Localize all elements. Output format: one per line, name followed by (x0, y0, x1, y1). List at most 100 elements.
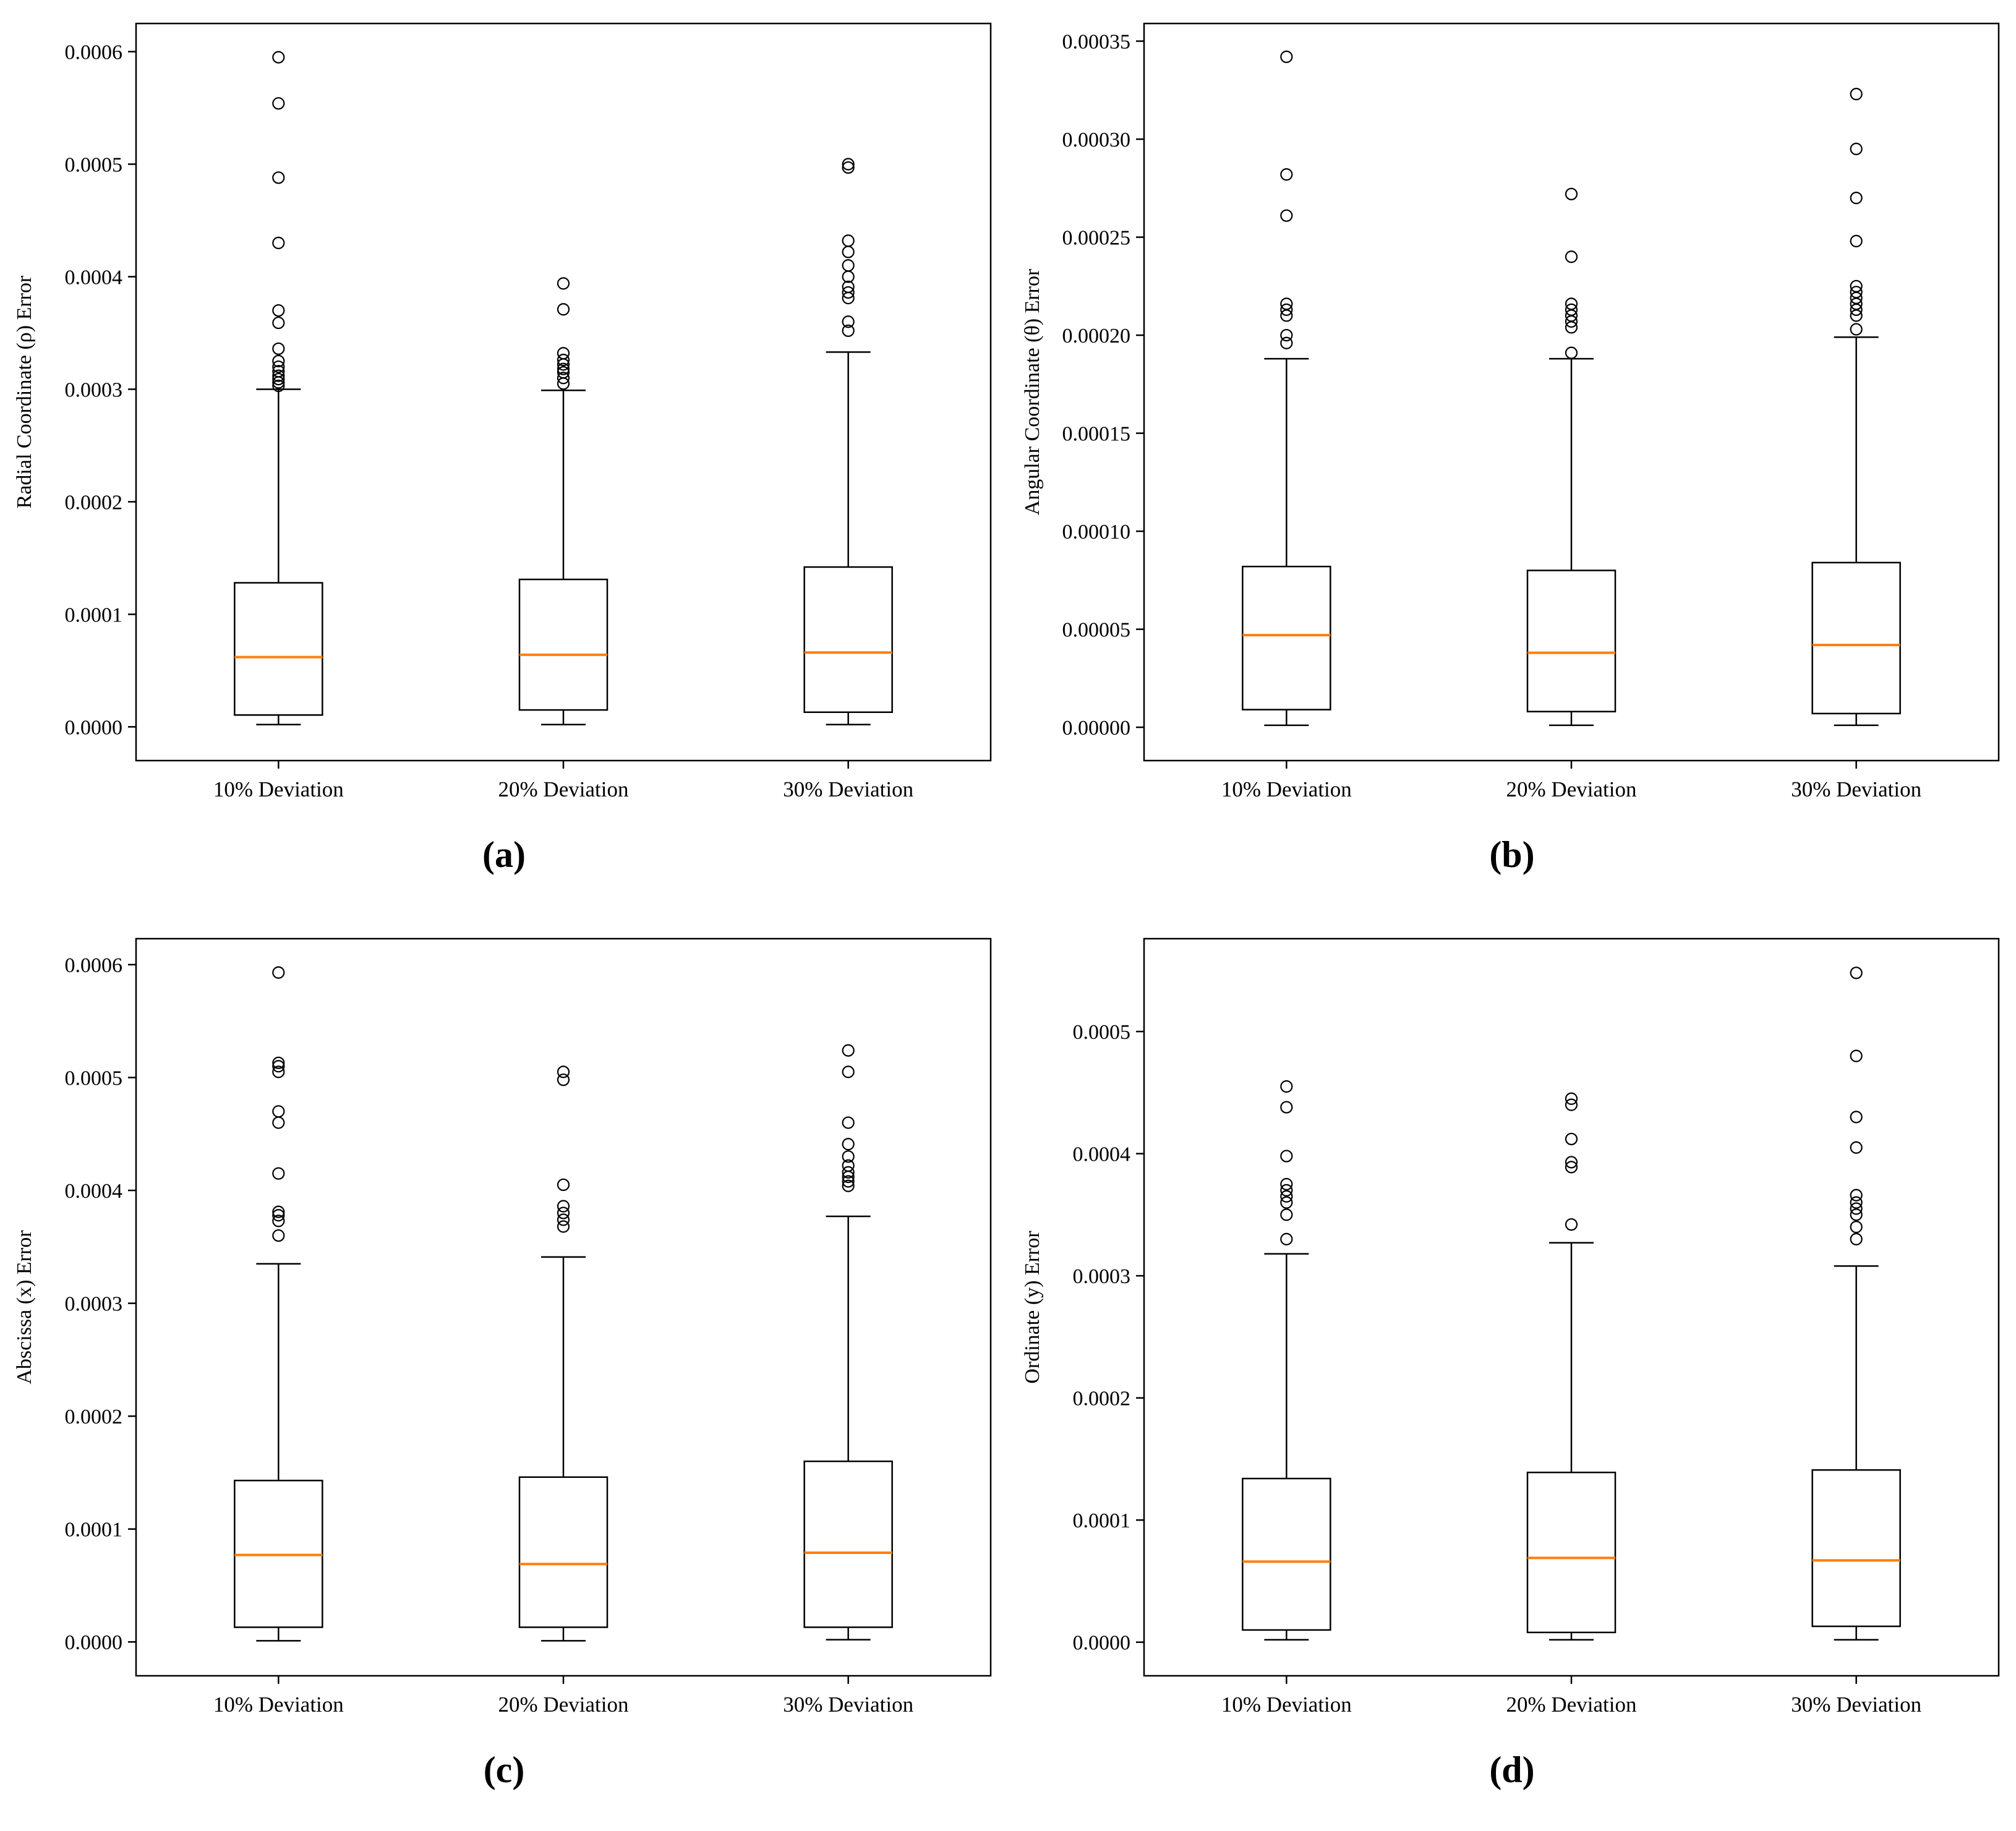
outlier-point (272, 369, 285, 382)
outlier-point (1565, 250, 1578, 263)
outlier-point (1280, 303, 1293, 316)
outlier-point (557, 372, 570, 385)
outlier-point (1850, 192, 1863, 205)
x-tick-label: 20% Deviation (498, 1692, 629, 1717)
outlier-point (557, 1065, 570, 1078)
y-tick-label: 0.00010 (1062, 521, 1131, 544)
boxplot-abscissa-error: 0.0000 0.0001 0.0002 0.0003 0.0004 0.0005 0.00… (13, 937, 992, 1717)
outlier-point (1850, 1202, 1863, 1215)
outlier-point (1850, 1189, 1863, 1201)
outlier-point (842, 1150, 855, 1163)
y-tick-label: 0.00035 (1062, 31, 1131, 54)
x-tick-label: 20% Deviation (1506, 1692, 1637, 1717)
y-tick-label: 0.0003 (1073, 1265, 1131, 1288)
y-tick-label: 0.0002 (65, 491, 123, 514)
outlier-point (1565, 1218, 1578, 1231)
outlier-point (1280, 1101, 1293, 1114)
x-tick-label: 30% Deviation (783, 1692, 913, 1717)
outlier-point (557, 1073, 570, 1086)
y-tick-label: 0.0001 (65, 1519, 123, 1542)
outlier-point (1280, 1080, 1293, 1093)
outlier-point (842, 1116, 855, 1129)
outlier-point (1850, 1111, 1863, 1124)
y-tick-label: 0.00005 (1062, 619, 1131, 642)
outlier-point (842, 158, 855, 171)
outlier-point (272, 342, 285, 356)
outlier-point (272, 1229, 285, 1242)
panel-a: 0.0000 0.0001 0.0002 0.0003 0.0004 0.0005 0.00… (0, 0, 1008, 915)
outlier-point (1850, 1208, 1863, 1221)
panel-caption-d: (d) (1489, 1749, 1535, 1790)
y-tick-label: 0.00020 (1062, 325, 1131, 348)
outlier-point (1850, 1141, 1863, 1154)
panel-caption-a: (a) (482, 834, 526, 875)
outlier-point (842, 280, 855, 293)
x-tick-label: 30% Deviation (783, 777, 913, 801)
outlier-point (1850, 280, 1863, 292)
outlier-point (1280, 50, 1293, 63)
outlier-point (557, 1206, 570, 1219)
outlier-point (842, 234, 855, 247)
y-axis-label: Ordinate (y) Error (1021, 1231, 1044, 1384)
outlier-point (272, 966, 285, 979)
outlier-point (272, 97, 285, 110)
outlier-point (1280, 328, 1293, 342)
outlier-point (272, 1056, 285, 1069)
outlier-point (1565, 187, 1578, 200)
y-tick-label: 0.0004 (65, 266, 123, 289)
y-tick-label: 0.0006 (65, 954, 123, 977)
outlier-point (557, 362, 570, 375)
outlier-point (1280, 1196, 1293, 1209)
outlier-point (1280, 1232, 1293, 1245)
outlier-point (842, 286, 855, 299)
outlier-point (842, 315, 855, 328)
outlier-point (272, 316, 285, 330)
outlier-point (1850, 88, 1863, 101)
outlier-point (1280, 1208, 1293, 1221)
outlier-point (557, 303, 570, 316)
outlier-point (272, 236, 285, 249)
outlier-point (272, 360, 285, 373)
outlier-point (1565, 1092, 1578, 1105)
outlier-point (272, 354, 285, 368)
y-axis-label: Radial Coordinate (ρ) Error (13, 275, 36, 508)
box (1242, 565, 1331, 711)
outlier-point (842, 259, 855, 272)
y-tick-label: 0.0004 (65, 1180, 123, 1203)
outlier-point (1280, 209, 1293, 222)
outlier-point (557, 354, 570, 367)
outlier-point (1280, 336, 1293, 349)
outlier-point (1565, 346, 1578, 359)
y-tick-label: 0.0005 (65, 1067, 123, 1090)
outlier-point (842, 1175, 855, 1188)
outlier-point (272, 1065, 285, 1078)
outlier-point (1565, 1098, 1578, 1111)
outlier-point (842, 1044, 855, 1057)
y-tick-label: 0.0001 (1073, 1509, 1131, 1532)
y-tick-label: 0.0004 (1073, 1143, 1131, 1166)
x-tick-label: 10% Deviation (1221, 777, 1352, 801)
y-tick-label: 0.0005 (1073, 1021, 1131, 1044)
outlier-point (272, 372, 285, 386)
outlier-point (1850, 1232, 1863, 1245)
outlier-point (272, 51, 285, 64)
outlier-point (1565, 1132, 1578, 1146)
y-tick-label: 0.00025 (1062, 227, 1131, 250)
outlier-point (842, 1065, 855, 1078)
y-tick-label: 0.0001 (65, 604, 123, 626)
x-tick-label: 20% Deviation (498, 777, 629, 801)
outlier-point (272, 379, 285, 393)
outlier-point (557, 1200, 570, 1213)
outlier-point (1280, 168, 1293, 181)
box (1526, 570, 1617, 712)
outlier-point (1850, 1221, 1863, 1234)
outlier-point (1565, 303, 1578, 316)
outlier-point (1565, 1156, 1578, 1169)
outlier-point (557, 1220, 570, 1233)
outlier-point (1280, 1177, 1293, 1191)
outlier-point (842, 1159, 855, 1172)
y-tick-label: 0.0000 (1073, 1632, 1131, 1655)
outlier-point (1850, 1049, 1863, 1062)
outlier-point (1850, 142, 1863, 155)
x-tick-label: 10% Deviation (213, 777, 344, 801)
